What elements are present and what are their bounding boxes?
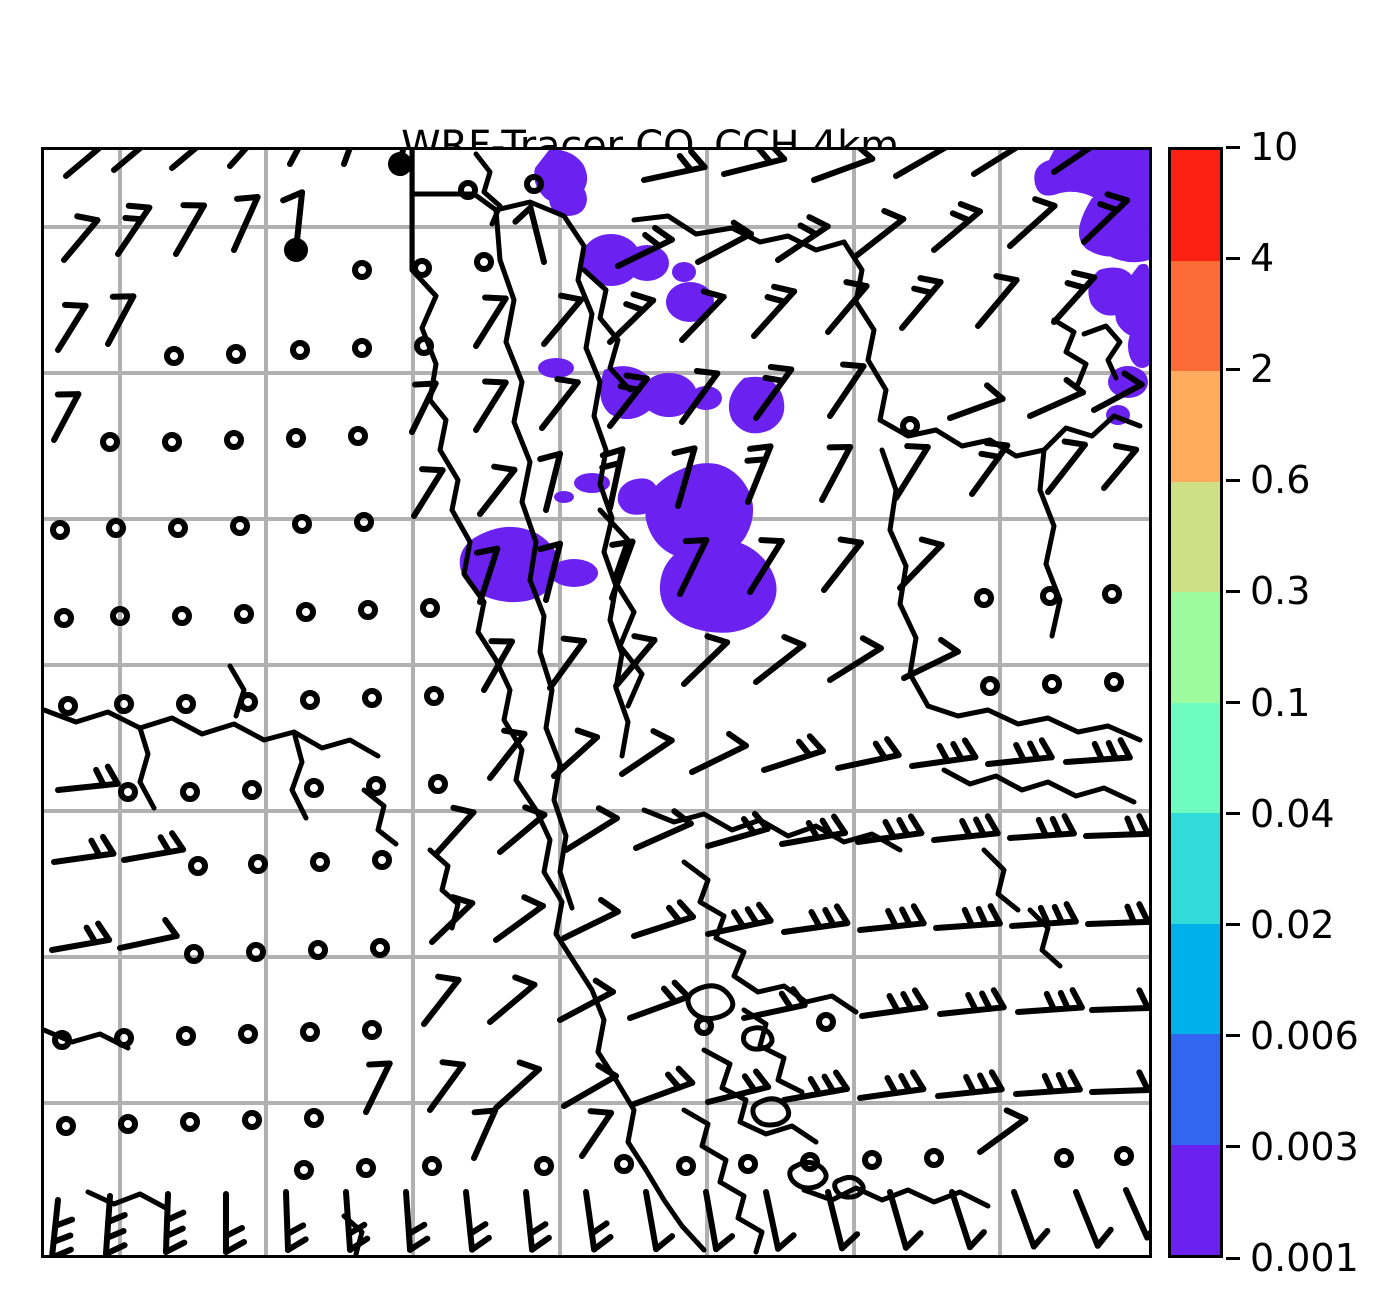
colorbar-band-0.04-0.1 bbox=[1171, 702, 1220, 813]
colorbar-band-0.006-0.02 bbox=[1171, 923, 1220, 1034]
colorbar-tick-label: 0.001 bbox=[1250, 1236, 1359, 1280]
colorbar-tick-label: 2 bbox=[1250, 347, 1275, 392]
colorbar-band-0.001-0.003 bbox=[1171, 1144, 1220, 1255]
colorbar-band-4-10 bbox=[1171, 150, 1220, 261]
colorbar-band-0.1-0.3 bbox=[1171, 592, 1220, 703]
colorbar-tick-mark bbox=[1226, 367, 1240, 371]
colorbar-tick-mark bbox=[1226, 589, 1240, 593]
colorbar-tick-mark bbox=[1226, 478, 1240, 482]
colorbar-tick-mark bbox=[1226, 812, 1240, 816]
colorbar-tick-label: 0.3 bbox=[1250, 569, 1311, 614]
colorbar-tick-mark bbox=[1226, 1145, 1240, 1149]
colorbar-band-0.02-0.04 bbox=[1171, 813, 1220, 924]
colorbar-tick-label: 0.6 bbox=[1250, 458, 1311, 503]
colorbar-tick-label: 10 bbox=[1250, 125, 1299, 169]
colorbar-tick-mark bbox=[1226, 1034, 1240, 1038]
colorbar-tick-mark bbox=[1226, 701, 1240, 704]
colorbar-tick-labels: 10 4 2 0.6 0.3 0.1 0.04 0.02 0.006 0.003 0.001 bbox=[1223, 128, 1398, 1277]
colorbar-tick-label: 0.04 bbox=[1250, 791, 1335, 836]
coastline-and-borders bbox=[44, 150, 1143, 1255]
colorbar-tick-mark bbox=[1226, 145, 1240, 149]
colorbar-tick-mark bbox=[1226, 1256, 1240, 1260]
colorbar-tick-mark bbox=[1226, 256, 1240, 260]
colorbar-tick-label: 4 bbox=[1250, 236, 1275, 281]
colorbar-band-0.003-0.006 bbox=[1171, 1034, 1220, 1145]
colorbar[interactable] bbox=[1168, 147, 1223, 1258]
colorbar-tick-label: 0.1 bbox=[1250, 680, 1311, 725]
colorbar-tick-label: 0.003 bbox=[1250, 1124, 1359, 1169]
colorbar-tick-mark bbox=[1226, 923, 1240, 927]
colorbar-tick-label: 0.02 bbox=[1250, 902, 1335, 947]
map-plot-area[interactable] bbox=[41, 147, 1152, 1258]
wind-barb-field bbox=[48, 150, 1149, 1255]
colorbar-tick-label: 0.006 bbox=[1250, 1013, 1359, 1058]
map-svg bbox=[44, 150, 1149, 1255]
colorbar-band-2-4 bbox=[1171, 260, 1220, 371]
colorbar-band-0.6-2 bbox=[1171, 371, 1220, 482]
colorbar-band-0.3-0.6 bbox=[1171, 481, 1220, 592]
